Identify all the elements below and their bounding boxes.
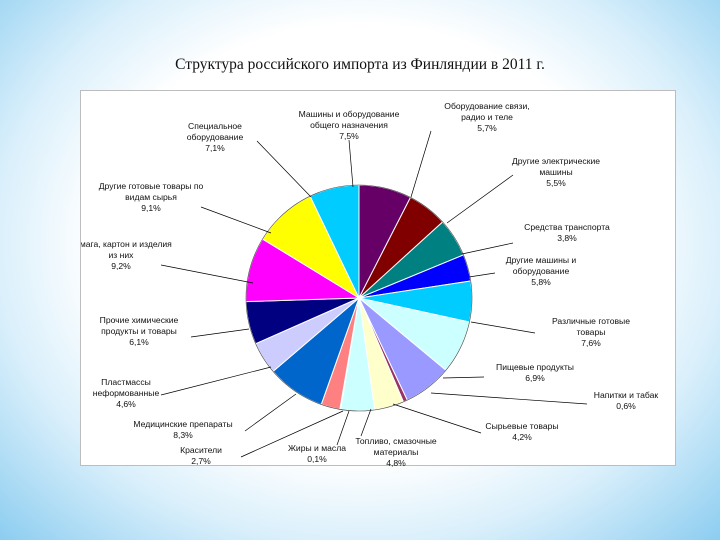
leader-line — [446, 174, 514, 224]
slice-name-label: неформованные — [93, 388, 160, 398]
slice-value-label: 4,2% — [512, 432, 532, 442]
leader-line — [244, 393, 297, 432]
slice-name-label: Бумага, картон и изделия — [81, 239, 172, 249]
slice-label: Оборудование связи, радио и теле 5,7% — [444, 101, 529, 133]
leader-line — [160, 366, 272, 396]
leader-line — [468, 272, 496, 278]
leader-line — [461, 242, 514, 255]
slice-name-label: Напитки и табак — [594, 390, 659, 400]
slice-label: Другие электрические машины 5,5% — [512, 156, 600, 188]
pie-outline — [245, 184, 473, 412]
leader-line — [200, 206, 272, 234]
slice-value-label: 4,8% — [386, 458, 406, 467]
slice-value-label: 7,6% — [581, 338, 601, 348]
slice-name-label: оборудование — [187, 132, 244, 142]
slice-value-label: 4,6% — [116, 399, 136, 409]
slice-name-label: Сырьевые товары — [485, 421, 558, 431]
pie-chart: Машины и оборудование общего назначения 7,… — [81, 101, 658, 467]
slice-name-label: Специальное — [188, 121, 242, 131]
slice-value-label: 5,7% — [477, 123, 497, 133]
slice-name-label: Прочие химические — [100, 315, 179, 325]
slice-name-label: машины — [539, 167, 572, 177]
slice-label: Специальное оборудование 7,1% — [187, 121, 244, 153]
leader-line — [410, 130, 432, 198]
slice-value-label: 8,3% — [173, 430, 193, 440]
slice-name-label: Средства транспорта — [524, 222, 610, 232]
labels-layer: Машины и оборудование общего назначения 7,… — [81, 101, 658, 467]
slice-value-label: 0,6% — [616, 401, 636, 411]
slice-value-label: 9,2% — [111, 261, 131, 271]
slice-value-label: 7,5% — [339, 131, 359, 141]
leader-line — [256, 140, 312, 198]
slice-label: Другие готовые товары по видам сырья 9,1% — [99, 181, 204, 213]
slice-label: Топливо, смазочные материалы 4,8% — [355, 436, 437, 467]
slice-name-label: Машины и оборудование — [299, 109, 400, 119]
slice-name-label: оборудование — [513, 266, 570, 276]
slice-name-label: продукты и товары — [101, 326, 177, 336]
slice-label: Красители 2,7% — [180, 445, 222, 466]
slice-label: Машины и оборудование общего назначения 7,… — [299, 109, 400, 141]
slice-value-label: 5,5% — [546, 178, 566, 188]
slice-name-label: Другие машины и — [506, 255, 577, 265]
slice-value-label: 3,8% — [557, 233, 577, 243]
slice-label: Пищевые продукты 6,9% — [496, 362, 574, 383]
leader-line — [360, 408, 372, 437]
slice-label: Прочие химические продукты и товары 6,1% — [100, 315, 179, 347]
slice-label: Другие машины и оборудование 5,8% — [506, 255, 577, 287]
leader-line — [348, 139, 354, 188]
leader-line — [430, 392, 588, 405]
slice-label: Различные готовые товары 7,6% — [552, 316, 630, 348]
slice-name-label: Оборудование связи, — [444, 101, 529, 111]
slice-name-label: Жиры и масла — [288, 443, 346, 453]
slice-label: Средства транспорта 3,8% — [524, 222, 610, 243]
slice-name-label: Другие электрические — [512, 156, 600, 166]
leader-line — [442, 376, 485, 379]
slice-name-label: Пищевые продукты — [496, 362, 574, 372]
slice-label: Жиры и масла 0,1% — [288, 443, 346, 464]
leader-lines-layer — [160, 130, 588, 458]
slice-value-label: 7,1% — [205, 143, 225, 153]
slice-name-label: товары — [577, 327, 606, 337]
leader-line — [336, 410, 350, 446]
slice-label: Медицинские препараты 8,3% — [133, 419, 232, 440]
slice-value-label: 0,1% — [307, 454, 327, 464]
slices-layer — [245, 184, 473, 412]
slice-value-label: 9,1% — [141, 203, 161, 213]
slice-label: Сырьевые товары 4,2% — [485, 421, 558, 442]
leader-line — [470, 321, 536, 334]
chart-frame: Машины и оборудование общего назначения 7,… — [80, 90, 676, 467]
slice-name-label: Пластмассы — [101, 377, 151, 387]
slice-name-label: общего назначения — [310, 120, 388, 130]
leader-line — [392, 403, 482, 434]
leader-line — [240, 410, 344, 458]
slice-value-label: 6,1% — [129, 337, 149, 347]
slice-name-label: Красители — [180, 445, 222, 455]
slice-name-label: Различные готовые — [552, 316, 630, 326]
slice-label: Напитки и табак 0,6% — [594, 390, 659, 411]
slice-value-label: 6,9% — [525, 373, 545, 383]
slice-name-label: Топливо, смазочные — [355, 436, 437, 446]
slice-label: Пластмассы неформованные 4,6% — [93, 377, 160, 409]
slice-name-label: видам сырья — [125, 192, 177, 202]
slice-name-label: Другие готовые товары по — [99, 181, 204, 191]
slice-value-label: 2,7% — [191, 456, 211, 466]
leader-line — [190, 328, 250, 338]
slice-name-label: Медицинские препараты — [133, 419, 232, 429]
leader-line — [160, 264, 254, 284]
slice-name-label: материалы — [374, 447, 419, 457]
slice-value-label: 5,8% — [531, 277, 551, 287]
slice-name-label: радио и теле — [461, 112, 513, 122]
page-title: Структура российского импорта из Финлянд… — [175, 56, 545, 73]
slice-name-label: из них — [109, 250, 135, 260]
